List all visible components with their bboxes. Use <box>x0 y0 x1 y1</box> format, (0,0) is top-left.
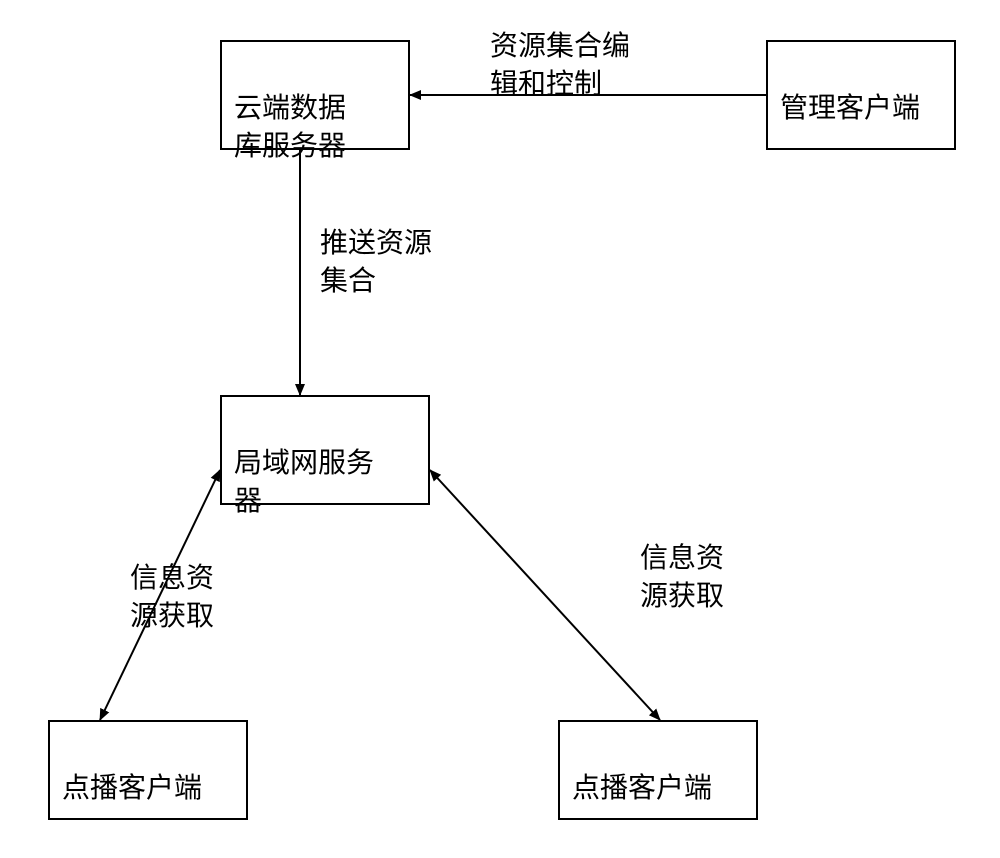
node-vod-client-left: 点播客户端 <box>48 720 248 820</box>
node-label: 云端数据 库服务器 <box>234 93 346 162</box>
edge-label-cloud-to-lan: 推送资源 集合 <box>320 225 432 301</box>
node-label: 点播客户端 <box>62 773 202 804</box>
node-label: 点播客户端 <box>572 773 712 804</box>
edge-label-admin-to-cloud: 资源集合编 辑和控制 <box>490 28 630 104</box>
node-lan-server: 局域网服务 器 <box>220 395 430 505</box>
edge-label-lan-to-vod-right: 信息资 源获取 <box>640 540 724 616</box>
node-cloud-db: 云端数据 库服务器 <box>220 40 410 150</box>
node-label: 局域网服务 器 <box>234 448 374 517</box>
node-label: 管理客户端 <box>780 93 920 124</box>
node-vod-client-right: 点播客户端 <box>558 720 758 820</box>
edge-label-lan-to-vod-left: 信息资 源获取 <box>130 560 214 636</box>
node-admin-client: 管理客户端 <box>766 40 956 150</box>
diagram-canvas: 云端数据 库服务器 管理客户端 局域网服务 器 点播客户端 点播客户端 资源集合… <box>0 0 1000 858</box>
edge-lan-to-vod-right <box>430 470 660 720</box>
